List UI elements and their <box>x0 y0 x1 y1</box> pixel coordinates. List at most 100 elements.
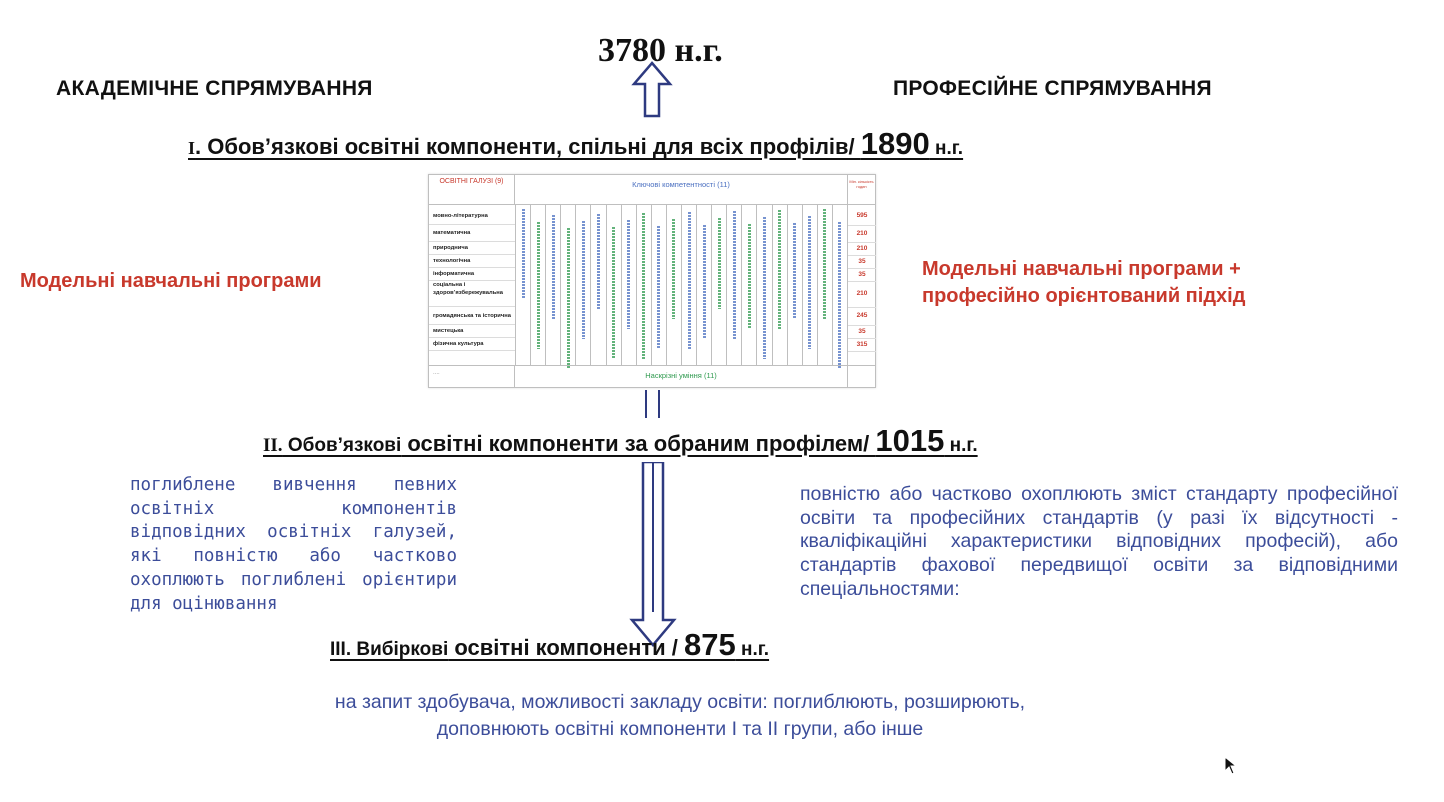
table-column-divider <box>787 205 788 365</box>
table-column-divider <box>590 205 591 365</box>
table-column-divider <box>681 205 682 365</box>
table-footer-skills: Наскрізні уміння (11) <box>515 365 847 387</box>
professional-note: Модельні навчальні програми + професійно… <box>922 256 1245 310</box>
section-1-hours: 1890 <box>860 126 930 161</box>
table-column-vertical-text <box>642 213 645 359</box>
table-column-divider <box>756 205 757 365</box>
professional-direction-heading: ПРОФЕСІЙНЕ СПРЯМУВАННЯ <box>893 77 1212 100</box>
table-column-vertical-text <box>823 209 826 319</box>
section-1-unit: н.г. <box>929 138 964 159</box>
section-1-title: . Обов’язкові освітні компоненти, спільн… <box>195 134 861 159</box>
table-column-vertical-text <box>763 217 766 359</box>
section-1-heading: I. Обов’язкові освітні компоненти, спіль… <box>188 126 963 162</box>
table-column-divider <box>726 205 727 365</box>
competency-table: ОСВІТНІ ГАЛУЗІ (9) Ключові компетентност… <box>428 174 876 388</box>
table-header-competencies: Ключові компетентності (11) <box>515 175 847 205</box>
section-2-title-b: освітні компоненти за обраним профілем/ <box>401 431 876 456</box>
down-arrow-icon <box>629 462 677 647</box>
table-column-vertical-text <box>582 221 585 339</box>
table-column-vertical-text <box>597 214 600 309</box>
table-row-hours: 35 <box>847 325 876 339</box>
elective-description-line-1: на запит здобувача, можливості закладу о… <box>334 691 1026 713</box>
table-column-divider <box>847 205 848 365</box>
professional-note-line-1: Модельні навчальні програми + <box>922 258 1241 280</box>
table-column-vertical-text <box>748 224 751 329</box>
table-row-field: технологічна <box>429 255 515 268</box>
table-column-divider <box>802 205 803 365</box>
elective-description: на запит здобувача, можливості закладу о… <box>240 689 1120 743</box>
table-column-divider <box>832 205 833 365</box>
total-hours: 3780 н.г. <box>598 32 723 70</box>
table-column-vertical-text <box>703 225 706 339</box>
table-column-vertical-text <box>627 220 630 329</box>
total-unit: н.г. <box>674 32 723 69</box>
section-2-roman: II. <box>263 435 283 456</box>
table-column-vertical-text <box>808 216 811 349</box>
table-column-divider <box>545 205 546 365</box>
table-column-divider <box>530 205 531 365</box>
table-column-divider <box>741 205 742 365</box>
table-column-divider <box>636 205 637 365</box>
table-row-hours: 245 <box>847 307 876 326</box>
academic-direction-heading: АКАДЕМІЧНЕ СПРЯМУВАННЯ <box>56 77 373 100</box>
table-column-divider <box>651 205 652 365</box>
table-row-hours: 210 <box>847 281 876 308</box>
table-column-vertical-text <box>688 212 691 349</box>
mouse-cursor-icon <box>1224 756 1238 775</box>
table-row-hours: 35 <box>847 268 876 282</box>
table-column-vertical-text <box>733 211 736 339</box>
elective-description-line-2: доповнюють освітні компоненти І та ІІ гр… <box>436 718 924 740</box>
section-1-roman: I <box>188 138 196 158</box>
table-column-vertical-text <box>612 227 615 359</box>
table-column-divider <box>817 205 818 365</box>
table-column-divider <box>515 205 516 365</box>
table-column-vertical-text <box>793 223 796 319</box>
table-column-divider <box>560 205 561 365</box>
table-header-hours: Мін. кількість годин <box>847 175 875 205</box>
table-column-divider <box>666 205 667 365</box>
table-column-vertical-text <box>567 228 570 369</box>
section-3-unit: н.г. <box>735 639 770 660</box>
total-value: 3780 <box>598 32 666 69</box>
table-row-field: природнича <box>429 242 515 255</box>
table-column-vertical-text <box>838 222 841 369</box>
section-3-hours: 875 <box>684 627 736 662</box>
table-column-vertical-text <box>552 215 555 319</box>
table-row-field: фізична культура <box>429 338 515 351</box>
table-footer-left: .... <box>429 365 515 387</box>
table-column-divider <box>711 205 712 365</box>
table-row-hours: 35 <box>847 255 876 269</box>
section-2-heading: II. Обов’язкові освітні компоненти за об… <box>263 423 978 459</box>
section-2-hours: 1015 <box>875 423 945 458</box>
professional-note-line-2: професійно орієнтований підхід <box>922 285 1246 307</box>
table-column-divider <box>621 205 622 365</box>
section-2-title-a: Обов’язкові <box>282 435 402 456</box>
table-column-vertical-text <box>718 218 721 309</box>
academic-note: Модельні навчальні програми <box>20 270 322 292</box>
section-3-roman: III. Вибіркові <box>330 639 449 660</box>
professional-description: повністю або частково охоплюють зміст ст… <box>800 483 1398 600</box>
table-row-field: соціальна і здоров’язбережувальна <box>429 281 515 307</box>
table-column-vertical-text <box>537 222 540 349</box>
table-column-divider <box>696 205 697 365</box>
table-column-divider <box>772 205 773 365</box>
table-row-hours: 210 <box>847 225 876 243</box>
section-2-unit: н.г. <box>944 435 978 456</box>
table-footer-right <box>847 365 876 388</box>
table-column-vertical-text <box>522 209 525 299</box>
table-row-field: математична <box>429 225 515 242</box>
table-column-divider <box>606 205 607 365</box>
table-row-field: громадянська та історична <box>429 307 515 325</box>
table-column-divider <box>575 205 576 365</box>
table-row-hours: 595 <box>847 207 876 226</box>
connector-line-right <box>658 390 660 418</box>
connector-line-left <box>645 390 647 418</box>
table-row-hours: 210 <box>847 242 876 256</box>
academic-description: поглиблене вивчення певних освітніх комп… <box>130 475 457 614</box>
table-column-vertical-text <box>657 226 660 349</box>
up-arrow-icon <box>631 61 673 118</box>
section-3-title: освітні компоненти / <box>448 635 684 660</box>
table-column-vertical-text <box>778 210 781 329</box>
table-row-hours: 315 <box>847 338 876 352</box>
table-row-field: мистецька <box>429 325 515 338</box>
